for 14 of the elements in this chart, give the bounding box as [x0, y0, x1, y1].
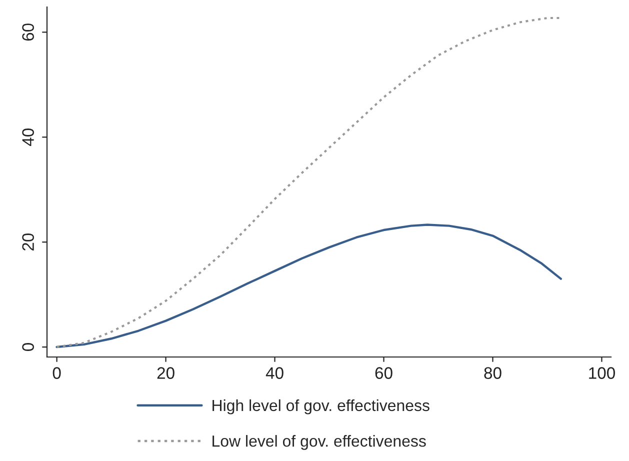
x-tick-label: 100	[589, 367, 615, 379]
x-tick-label: 0	[52, 367, 61, 379]
y-tick-label: 0	[22, 343, 34, 352]
x-tick-label: 40	[266, 367, 284, 379]
legend-label: High level of gov. effectiveness	[212, 399, 430, 414]
y-tick-label: 60	[22, 24, 34, 41]
x-tick-label: 20	[157, 367, 174, 379]
line-series	[56, 16, 562, 348]
legend-label: Low level of gov. effectiveness	[212, 435, 426, 450]
line-series	[56, 224, 562, 348]
y-tick-label: 20	[22, 233, 34, 251]
y-tick-label: 40	[22, 128, 34, 146]
x-tick-label: 60	[375, 367, 392, 379]
x-tick-label: 80	[484, 367, 502, 379]
